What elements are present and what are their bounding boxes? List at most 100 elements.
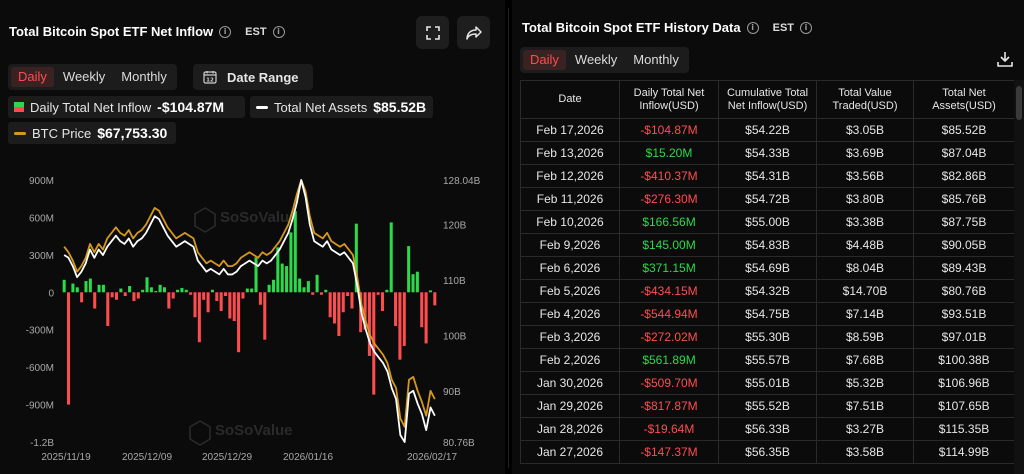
inflow-bar [106,292,110,326]
table-row[interactable]: Feb 9,2026 $145.00M $54.83B $4.48B $90.05B [520,233,1014,257]
history-timezone-info-icon[interactable]: i [800,21,813,34]
inflow-bar [101,284,105,293]
legend-btc-value: $67,753.30 [97,125,168,141]
date-cell: Feb 5,2026 [520,279,620,303]
inflow-bar [263,292,267,340]
inflow-bar [88,278,92,293]
legend-daily-inflow[interactable]: Daily Total Net Inflow -$104.87M [8,96,245,118]
y-left-tick-label: -600M [26,363,54,374]
y-left-tick-label: -300M [26,326,54,337]
history-period-tabs: Daily Weekly Monthly [520,47,689,73]
x-tick-label: 2026/01/16 [283,452,333,463]
history-tab-weekly[interactable]: Weekly [574,52,618,67]
header-cumulative-net-inflow[interactable]: Cumulative Total Net Inflow(USD) [718,80,817,119]
date-cell: Feb 4,2026 [520,302,620,326]
header-total-net-assets[interactable]: Total Net Assets(USD) [913,80,1014,119]
total-net-assets-line [63,179,436,443]
share-button[interactable] [457,16,490,49]
inflow-bar [289,232,293,293]
inflow-bar [276,247,280,293]
table-row[interactable]: Feb 17,2026 -$104.87M $54.22B $3.05B $85.52B [520,118,1014,142]
inflow-bar [123,292,127,297]
inflow-bar [219,292,223,311]
table-row[interactable]: Feb 2,2026 $561.89M $55.57B $7.68B $100.38B [520,348,1014,372]
legend-assets-value: $85.52B [373,99,427,115]
table-row[interactable]: Feb 13,2026 $15.20M $54.33B $3.69B $87.04B [520,141,1014,165]
legend-assets-label: Total Net Assets [274,99,368,115]
svg-text:12: 12 [206,78,214,84]
header-daily-net-inflow[interactable]: Daily Total Net Inflow(USD) [619,80,719,119]
table-row[interactable]: Jan 27,2026 -$147.37M $56.35B $3.58B $114.99… [520,440,1014,464]
y-left-tick-label: 300M [29,251,54,262]
inflow-bar [193,292,197,318]
table-row[interactable]: Feb 3,2026 -$272.02M $55.30B $8.59B $97.01B [520,325,1014,349]
fullscreen-button[interactable] [416,16,449,49]
net-assets-cell: $80.76B [913,279,1014,303]
history-info-icon[interactable]: i [746,21,759,34]
cumulative-inflow-cell: $54.72B [718,187,817,211]
table-row[interactable]: Jan 28,2026 -$19.64M $56.33B $3.27B $115.35B [520,417,1014,441]
table-row[interactable]: Feb 12,2026 -$410.37M $54.31B $3.56B $82.86B [520,164,1014,188]
info-icon[interactable]: i [219,25,232,38]
y-left-tick-label: -1.2B [30,438,54,449]
inflow-panel-title: Total Bitcoin Spot ETF Net Inflow [9,24,214,39]
table-row[interactable]: Feb 10,2026 $166.56M $55.00B $3.38B $87.75B [520,210,1014,234]
header-date[interactable]: Date [520,80,620,119]
timezone-label: EST [245,25,267,38]
y-left-tick-label: -900M [26,401,54,412]
panel-divider [508,8,509,468]
inflow-bar [315,274,319,293]
cumulative-inflow-cell: $54.33B [718,141,817,165]
timezone-info-icon[interactable]: i [272,25,285,38]
table-scrollbar-thumb[interactable] [1016,86,1022,120]
inflow-bar [202,292,206,300]
inflow-bar [293,211,297,293]
net-assets-cell: $93.51B [913,302,1014,326]
inflow-bar [145,277,149,293]
legend-btc-price[interactable]: BTC Price $67,753.30 [8,122,176,144]
tab-monthly[interactable]: Monthly [121,69,167,84]
date-range-label: Date Range [227,69,299,85]
legend-total-net-assets[interactable]: Total Net Assets $85.52B [250,96,433,118]
history-tab-monthly[interactable]: Monthly [633,52,679,67]
daily-inflow-cell: -$272.02M [619,325,719,349]
inflow-bar [184,289,188,293]
inflow-bar [149,287,153,293]
inflow-bar [206,292,210,313]
table-row[interactable]: Jan 30,2026 -$509.70M $55.01B $5.32B $106.96… [520,371,1014,395]
daily-inflow-cell: -$19.64M [619,417,719,441]
cumulative-inflow-cell: $55.30B [718,325,817,349]
table-row[interactable]: Feb 6,2026 $371.15M $54.69B $8.04B $89.43B [520,256,1014,280]
table-row[interactable]: Feb 4,2026 -$544.94M $54.75B $7.14B $93.51B [520,302,1014,326]
inflow-chart[interactable]: SoSoValue SoSoValue 900M 600M 300M 0 -300M -600… [0,165,505,474]
table-row[interactable]: Jan 29,2026 -$817.87M $55.52B $7.51B $107.65… [520,394,1014,418]
table-row[interactable]: Feb 5,2026 -$434.15M $54.32B $14.70B $80.76B [520,279,1014,303]
inflow-bar [228,292,232,319]
cumulative-inflow-cell: $56.35B [718,440,817,464]
inflow-panel: Total Bitcoin Spot ETF Net Inflow i EST … [0,0,505,474]
history-tab-daily[interactable]: Daily [523,50,566,70]
date-cell: Feb 2,2026 [520,348,620,372]
table-scrollbar-track[interactable] [1014,80,1024,474]
tab-daily[interactable]: Daily [11,67,54,87]
inflow-bar [354,223,358,293]
history-table-container[interactable]: Date Daily Total Net Inflow(USD) Cumulat… [520,80,1014,474]
header-total-value-traded[interactable]: Total Value Traded(USD) [816,80,914,119]
inflow-bar [223,292,228,297]
tab-weekly[interactable]: Weekly [62,69,106,84]
table-row[interactable]: Feb 11,2026 -$276.30M $54.72B $3.80B $85.76B [520,187,1014,211]
inflow-bar [136,292,140,299]
cumulative-inflow-cell: $54.22B [718,118,817,142]
line-legend-icon [256,105,268,109]
inflow-bar [424,292,428,344]
btc-line-legend-icon [14,131,26,135]
cumulative-inflow-cell: $55.01B [718,371,817,395]
inflow-bar [328,292,332,318]
inflow-bar [271,279,276,293]
daily-inflow-cell: $15.20M [619,141,719,165]
date-range-button[interactable]: 12 Date Range [193,64,313,90]
daily-inflow-cell: -$410.37M [619,164,719,188]
download-icon[interactable] [996,50,1014,68]
net-assets-cell: $115.35B [913,417,1014,441]
value-traded-cell: $7.68B [816,348,914,372]
